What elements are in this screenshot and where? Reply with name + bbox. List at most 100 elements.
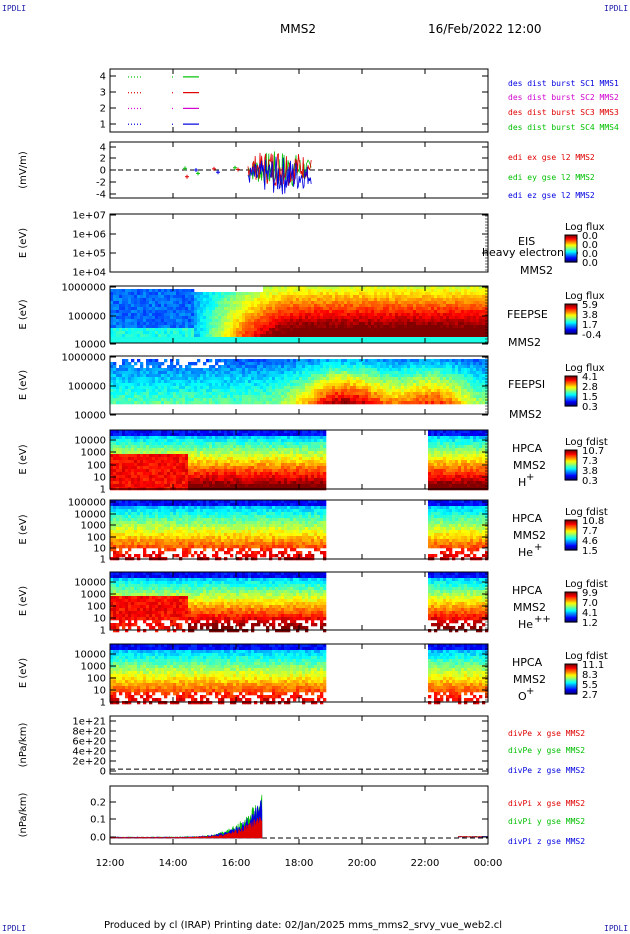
heatmap-cell [257, 316, 261, 320]
heatmap-cell [425, 325, 429, 329]
heatmap-cell [110, 460, 114, 464]
heatmap-cell [215, 380, 219, 384]
heatmap-cell [167, 368, 171, 372]
heatmap-cell [404, 392, 408, 396]
heatmap-cell [362, 401, 366, 405]
burst-mark [131, 92, 132, 94]
heatmap-cell [440, 337, 444, 341]
heatmap-cell [362, 298, 366, 302]
heatmap-cell [350, 292, 354, 296]
heatmap-cell [239, 298, 243, 302]
heatmap-cell [485, 386, 489, 390]
heatmap-cell [284, 362, 288, 366]
heatmap-cell [452, 398, 456, 402]
heatmap-cell [401, 340, 405, 344]
heatmap-cell [155, 298, 159, 302]
heatmap-cell [296, 374, 300, 378]
colorbar-cell [565, 399, 577, 402]
heatmap-cell [206, 392, 210, 396]
heatmap-cell [443, 371, 447, 375]
heatmap-cell [365, 298, 369, 302]
heatmap-cell [353, 359, 357, 363]
heatmap-cell [161, 484, 165, 488]
heatmap-cell [203, 374, 207, 378]
heatmap-cell [170, 295, 174, 299]
heatmap-cell [164, 478, 168, 482]
heatmap-cell [479, 319, 483, 323]
y-tick-label: 4 [100, 143, 106, 154]
heatmap-cell [143, 472, 147, 476]
heatmap-cell [320, 398, 324, 402]
heatmap-cell [233, 374, 237, 378]
heatmap-cell [464, 304, 468, 308]
heatmap-cell [449, 383, 453, 387]
heatmap-cell [125, 445, 129, 449]
heatmap-cell [344, 313, 348, 317]
heatmap-cell [149, 377, 153, 381]
heatmap-cell [275, 307, 279, 311]
heatmap-cell [170, 313, 174, 317]
heatmap-cell [197, 298, 201, 302]
heatmap-cell [119, 392, 123, 396]
heatmap-cell [179, 322, 183, 326]
heatmap-cell [134, 460, 138, 464]
heatmap-cell [119, 337, 123, 341]
heatmap-cell [440, 310, 444, 314]
heatmap-cell [335, 389, 339, 393]
heatmap-cell [248, 313, 252, 317]
heatmap-cell [266, 322, 270, 326]
heatmap-cell [218, 374, 222, 378]
heatmap-cell [434, 374, 438, 378]
heatmap-cell [320, 286, 324, 290]
heatmap-cell [377, 380, 381, 384]
heatmap-cell [350, 340, 354, 344]
heatmap-cell [257, 322, 261, 326]
heatmap-cell [236, 386, 240, 390]
heatmap-cell [137, 439, 141, 443]
heatmap-cell [401, 374, 405, 378]
heatmap-cell [482, 331, 486, 335]
heatmap-cell [263, 331, 267, 335]
heatmap-cell [164, 292, 168, 296]
heatmap-cell [332, 398, 336, 402]
heatmap-cell [233, 307, 237, 311]
heatmap-cell [440, 340, 444, 344]
heatmap-cell [278, 295, 282, 299]
heatmap-cell [179, 436, 183, 440]
heatmap-cell [290, 325, 294, 329]
heatmap-cell [182, 430, 186, 434]
heatmap-cell [170, 472, 174, 476]
heatmap-cell [152, 475, 156, 479]
heatmap-cell [218, 398, 222, 402]
heatmap-cell [284, 298, 288, 302]
heatmap-cell [482, 386, 486, 390]
heatmap-cell [137, 398, 141, 402]
heatmap-cell [209, 398, 213, 402]
heatmap-cell [212, 328, 216, 332]
heatmap-cell [305, 362, 309, 366]
heatmap-cell [464, 292, 468, 296]
heatmap-cell [425, 359, 429, 363]
heatmap-cell [245, 331, 249, 335]
heatmap-cell [377, 368, 381, 372]
heatmap-cell [194, 292, 198, 296]
heatmap-cell [323, 362, 327, 366]
heatmap-cell [470, 334, 474, 338]
heatmap-cell [350, 401, 354, 405]
heatmap-cell [410, 304, 414, 308]
heatmap-cell [158, 433, 162, 437]
heatmap-cell [164, 395, 168, 399]
heatmap-cell [173, 334, 177, 338]
heatmap-cell [278, 340, 282, 344]
heatmap-cell [167, 472, 171, 476]
heatmap-cell [437, 322, 441, 326]
heatmap-cell [167, 430, 171, 434]
heatmap-cell [455, 286, 459, 290]
heatmap-cell [419, 334, 423, 338]
heatmap-cell [191, 304, 195, 308]
heatmap-cell [392, 316, 396, 320]
heatmap-cell [278, 368, 282, 372]
heatmap-cell [296, 377, 300, 381]
heatmap-cell [395, 313, 399, 317]
heatmap-cell [128, 401, 132, 405]
